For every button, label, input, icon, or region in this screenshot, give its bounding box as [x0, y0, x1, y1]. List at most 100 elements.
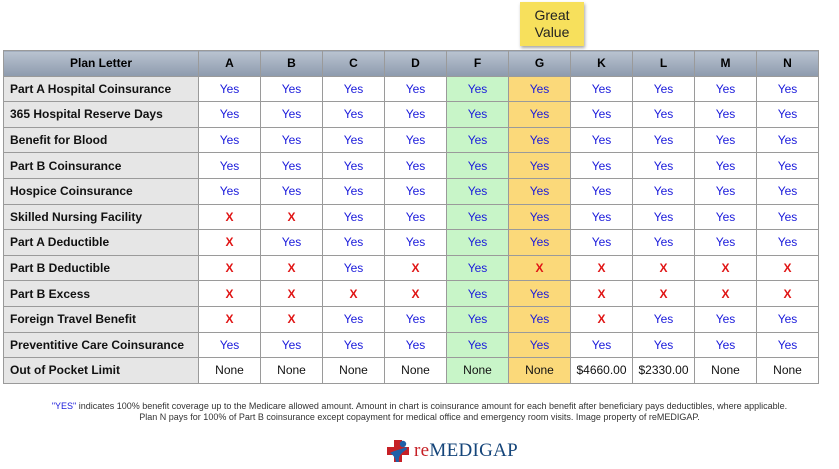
cell-yes: Yes — [446, 101, 509, 128]
header-plan-g: G — [508, 50, 571, 77]
table-row: Part A Hospital Coinsurance Yes Yes Yes Yes Y… — [3, 75, 819, 103]
cell-yes: Yes — [384, 331, 447, 359]
cell-amt: $2330.00 — [632, 357, 695, 384]
cell-yes: Yes — [508, 152, 571, 179]
cell-yes: Yes — [570, 229, 633, 256]
cell-yes: Yes — [198, 101, 261, 128]
cell-x: X — [260, 203, 323, 231]
cell-yes: Yes — [260, 152, 323, 179]
cell-x: X — [756, 254, 819, 282]
table-row: Part A Deductible X Yes Yes Yes Yes Yes Yes Yes Y… — [3, 229, 819, 256]
cell-none: None — [260, 357, 323, 384]
cell-yes: Yes — [632, 331, 695, 359]
cell-yes: Yes — [632, 229, 695, 256]
header-plan-m: M — [694, 50, 757, 77]
header-plan-n: N — [756, 50, 819, 77]
cell-yes: Yes — [384, 177, 447, 205]
cell-yes: Yes — [756, 152, 819, 179]
footnote-yes-highlight: "YES" — [51, 401, 77, 411]
cell-yes: Yes — [508, 203, 571, 231]
cell-x: X — [322, 280, 385, 307]
row-label: Preventitive Care Coinsurance — [3, 331, 199, 359]
cell-yes: Yes — [756, 305, 819, 333]
cell-yes: Yes — [632, 177, 695, 205]
cell-x: X — [632, 254, 695, 282]
cell-x: X — [260, 254, 323, 282]
cell-yes: Yes — [260, 75, 323, 103]
cell-yes: Yes — [632, 101, 695, 128]
cell-yes: Yes — [570, 203, 633, 231]
header-plan-letter: Plan Letter — [3, 50, 199, 77]
footnote-line-1-text: indicates 100% benefit coverage up to th… — [76, 401, 788, 411]
cell-x: X — [198, 203, 261, 231]
cell-x: X — [570, 305, 633, 333]
row-label: Part B Deductible — [3, 254, 199, 282]
cell-yes: Yes — [446, 305, 509, 333]
cell-yes: Yes — [322, 101, 385, 128]
cell-x: X — [198, 305, 261, 333]
cell-yes: Yes — [694, 331, 757, 359]
footnote-line-2: Plan N pays for 100% of Part B coinsuran… — [139, 412, 700, 422]
cell-yes: Yes — [570, 75, 633, 103]
cell-x: X — [198, 229, 261, 256]
cell-yes: Yes — [508, 280, 571, 307]
cell-yes: Yes — [384, 203, 447, 231]
cell-yes: Yes — [632, 152, 695, 179]
logo-text-prefix: re — [414, 440, 430, 461]
cell-x: X — [198, 254, 261, 282]
cell-yes: Yes — [446, 254, 509, 282]
cell-yes: Yes — [508, 177, 571, 205]
cell-yes: Yes — [322, 203, 385, 231]
cell-none: None — [694, 357, 757, 384]
cell-yes: Yes — [322, 75, 385, 103]
cell-yes: Yes — [322, 229, 385, 256]
cell-yes: Yes — [508, 305, 571, 333]
cell-yes: Yes — [508, 331, 571, 359]
cell-yes: Yes — [632, 203, 695, 231]
row-label: Part B Excess — [3, 280, 199, 307]
header-plan-b: B — [260, 50, 323, 77]
cell-x: X — [198, 280, 261, 307]
cell-none: None — [508, 357, 571, 384]
cell-yes: Yes — [260, 177, 323, 205]
row-label: Skilled Nursing Facility — [3, 203, 199, 231]
footnote: "YES" indicates 100% benefit coverage up… — [0, 401, 839, 423]
cell-x: X — [570, 280, 633, 307]
cell-yes: Yes — [694, 229, 757, 256]
cell-yes: Yes — [446, 152, 509, 179]
cell-none: None — [322, 357, 385, 384]
row-label: Part A Deductible — [3, 229, 199, 256]
row-label: 365 Hospital Reserve Days — [3, 101, 199, 128]
cell-yes: Yes — [756, 229, 819, 256]
footnote-line-1: "YES" indicates 100% benefit coverage up… — [0, 401, 839, 412]
cell-x: X — [384, 254, 447, 282]
table-row: Hospice Coinsurance Yes Yes Yes Yes Yes Yes Yes… — [3, 177, 819, 205]
medical-cross-figure-icon — [387, 440, 409, 462]
table-body: Part A Hospital Coinsurance Yes Yes Yes Yes Y… — [3, 75, 819, 384]
cell-x: X — [260, 305, 323, 333]
header-plan-d: D — [384, 50, 447, 77]
badge-line-1: Great — [534, 7, 570, 23]
cell-yes: Yes — [384, 126, 447, 154]
row-label: Foreign Travel Benefit — [3, 305, 199, 333]
cell-yes: Yes — [446, 126, 509, 154]
logo-text: reMEDIGAP — [414, 440, 518, 462]
header-plan-f: F — [446, 50, 509, 77]
cell-yes: Yes — [198, 75, 261, 103]
cell-yes: Yes — [632, 126, 695, 154]
cell-yes: Yes — [322, 152, 385, 179]
cell-yes: Yes — [694, 177, 757, 205]
cell-yes: Yes — [260, 331, 323, 359]
cell-yes: Yes — [756, 126, 819, 154]
cell-yes: Yes — [322, 177, 385, 205]
cell-yes: Yes — [632, 305, 695, 333]
table-row: Foreign Travel Benefit X X Yes Yes Yes Yes X Yes… — [3, 305, 819, 333]
cell-none: None — [446, 357, 509, 384]
badge-line-2: Value — [534, 24, 570, 40]
cell-yes: Yes — [198, 177, 261, 205]
cell-yes: Yes — [694, 126, 757, 154]
cell-none: None — [384, 357, 447, 384]
logo-text-main: MEDIGAP — [429, 440, 519, 461]
